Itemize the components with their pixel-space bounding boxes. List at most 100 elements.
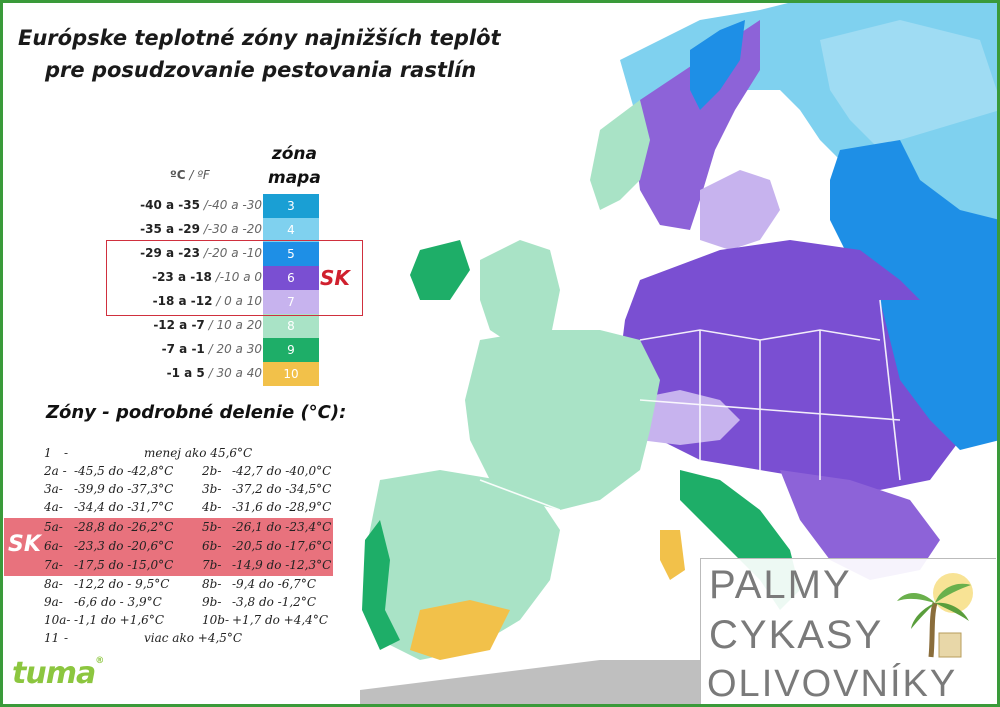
legend-units: ºC / ºF xyxy=(170,168,210,182)
details-zone-a: 8a- xyxy=(44,577,63,591)
details-range-a: -6,6 do - 3,9°C xyxy=(74,595,162,609)
legend-range-f: / 10 a 20 xyxy=(208,318,262,332)
legend-swatch: 7 xyxy=(263,290,319,314)
sk-details-label: SK xyxy=(8,532,41,557)
details-zone-a: 6a- xyxy=(44,539,63,553)
brand-watermark: PALMY CYKASY OLIVOVNÍKY xyxy=(700,558,996,704)
details-zone-a: 4a- xyxy=(44,500,63,514)
details-zone-b: 2b- xyxy=(202,464,222,478)
legend-units-fahrenheit: / ºF xyxy=(185,168,210,182)
details-row: 3a- -39,9 do -37,3°C 3b- -37,2 do -34,5°… xyxy=(44,482,344,499)
details-range-a: -28,8 do -26,2°C xyxy=(74,520,174,534)
legend-swatch: 8 xyxy=(263,314,319,338)
map-region-iberia-green xyxy=(365,470,560,660)
legend-range: -1 a 5 / 30 a 40 xyxy=(167,366,262,380)
details-row: 2a - -45,5 do -42,8°C 2b- -42,7 do -40,0… xyxy=(44,464,344,481)
details-range-b: -31,6 do -28,9°C xyxy=(232,500,332,514)
map-region-iberia-coast xyxy=(362,520,400,650)
title-line-2: pre posudzovanie pestovania rastlín xyxy=(45,58,477,82)
map-region-scandinavia-blue xyxy=(690,20,745,110)
details-range-a: menej ako 45,6°C xyxy=(144,446,253,460)
legend-row: -23 a -18 /-10 a 0 6 xyxy=(100,266,320,290)
legend-swatch: 6 xyxy=(263,266,319,290)
details-range-b: -14,9 do -12,3°C xyxy=(232,558,332,572)
legend-range: -23 a -18 /-10 a 0 xyxy=(152,270,262,284)
details-zone-a: 11 xyxy=(44,631,60,645)
details-zone-a: 2a - xyxy=(44,464,67,478)
details-row: 5a- -28,8 do -26,2°C 5b- -26,1 do -23,4°… xyxy=(44,520,344,537)
legend-swatch: 9 xyxy=(263,338,319,362)
legend-units-celsius: ºC xyxy=(170,168,186,182)
legend-range-c: -7 a -1 xyxy=(161,342,205,356)
details-range-b: -9,4 do -6,7°C xyxy=(232,577,316,591)
legend-range: -29 a -23 /-20 a -10 xyxy=(140,246,262,260)
details-row: 6a- -23,3 do -20,6°C 6b- -20,5 do -17,6°… xyxy=(44,539,344,556)
legend-range-f: /-20 a -10 xyxy=(203,246,262,260)
legend-range-c: -1 a 5 xyxy=(166,366,205,380)
legend-range: -40 a -35 /-40 a -30 xyxy=(140,198,262,212)
details-zone-b: 8b- xyxy=(202,577,222,591)
page-title: Európske teplotné zóny najnižších teplôt… xyxy=(18,22,558,86)
details-title: Zóny - podrobné delenie (°C): xyxy=(46,402,347,423)
legend-zone-header-line-1: zóna xyxy=(271,144,317,164)
details-range-a: -34,4 do -31,7°C xyxy=(74,500,174,514)
legend-range-c: -12 a -7 xyxy=(153,318,205,332)
legend-range-c: -29 a -23 xyxy=(140,246,200,260)
legend-range-c: -40 a -35 xyxy=(140,198,200,212)
details-zone-a: 10a- xyxy=(44,613,71,627)
details-range-a: -23,3 do -20,6°C xyxy=(74,539,174,553)
details-row: 10a- -1,1 do +1,6°C 10b- +1,7 do +4,4°C xyxy=(44,613,344,630)
sk-highlight-box xyxy=(106,240,363,316)
map-region-norway-green xyxy=(590,100,650,210)
legend-range: -35 a -29 /-30 a -20 xyxy=(140,222,262,236)
details-zone-b: 9b- xyxy=(202,595,222,609)
details-separator: - xyxy=(64,446,69,460)
details-row: 9a- -6,6 do - 3,9°C 9b- -3,8 do -1,2°C xyxy=(44,595,344,612)
details-range-b: -37,2 do -34,5°C xyxy=(232,482,332,496)
details-range-b: +1,7 do +4,4°C xyxy=(232,613,328,627)
brand-line-palmy: PALMY xyxy=(709,563,852,607)
details-row: 1 - menej ako 45,6°C xyxy=(44,446,344,463)
legend-row: -12 a -7 / 10 a 20 8 xyxy=(100,314,320,338)
details-range-a: -12,2 do - 9,5°C xyxy=(74,577,170,591)
legend-row: -18 a -12 / 0 a 10 7 xyxy=(100,290,320,314)
legend-row: -35 a -29 /-30 a -20 4 xyxy=(100,218,320,242)
legend-range: -12 a -7 / 10 a 20 xyxy=(153,318,262,332)
details-row: 8a- -12,2 do - 9,5°C 8b- -9,4 do -6,7°C xyxy=(44,577,344,594)
map-region-sweden-south xyxy=(700,170,780,250)
legend-swatch: 10 xyxy=(263,362,319,386)
legend-zone-header-line-2: mapa xyxy=(268,168,321,188)
details-range-a: -45,5 do -42,8°C xyxy=(74,464,174,478)
details-row: 7a- -17,5 do -15,0°C 7b- -14,9 do -12,3°… xyxy=(44,558,344,575)
legend-range-f: /-10 a 0 xyxy=(215,270,262,284)
tuma-logo-text: tuma xyxy=(12,656,96,691)
legend-row: -29 a -23 /-20 a -10 5 xyxy=(100,242,320,266)
brand-line-olivovniky: OLIVOVNÍKY xyxy=(707,663,958,705)
details-range-a: viac ako +4,5°C xyxy=(144,631,243,645)
map-region-ireland xyxy=(410,240,470,300)
details-range-b: -20,5 do -17,6°C xyxy=(232,539,332,553)
sk-details-highlight xyxy=(4,518,333,576)
legend-range-f: /-30 a -20 xyxy=(203,222,262,236)
legend-range-c: -18 a -12 xyxy=(152,294,213,308)
brand-line-cykasy: CYKASY xyxy=(709,613,884,657)
map-region-russia-light xyxy=(900,110,1000,220)
details-range-b: -42,7 do -40,0°C xyxy=(232,464,332,478)
details-range-b: -3,8 do -1,2°C xyxy=(232,595,316,609)
legend-range-f: / 20 a 30 xyxy=(208,342,262,356)
legend-range-c: -35 a -29 xyxy=(140,222,200,236)
legend-row: -40 a -35 /-40 a -30 3 xyxy=(100,194,320,218)
details-row: 11 - viac ako +4,5°C xyxy=(44,631,344,648)
details-range-a: -1,1 do +1,6°C xyxy=(74,613,164,627)
map-region-west-green xyxy=(465,330,660,510)
legend-swatch: 3 xyxy=(263,194,319,218)
details-zone-b: 4b- xyxy=(202,500,222,514)
map-region-east-blue xyxy=(880,300,1000,450)
details-zone-a: 1 xyxy=(44,446,52,460)
details-separator: - xyxy=(64,631,69,645)
legend-range-c: -23 a -18 xyxy=(152,270,212,284)
legend-range-f: /-40 a -30 xyxy=(203,198,262,212)
details-range-a: -39,9 do -37,3°C xyxy=(74,482,174,496)
tuma-logo-registered: ® xyxy=(95,656,104,666)
